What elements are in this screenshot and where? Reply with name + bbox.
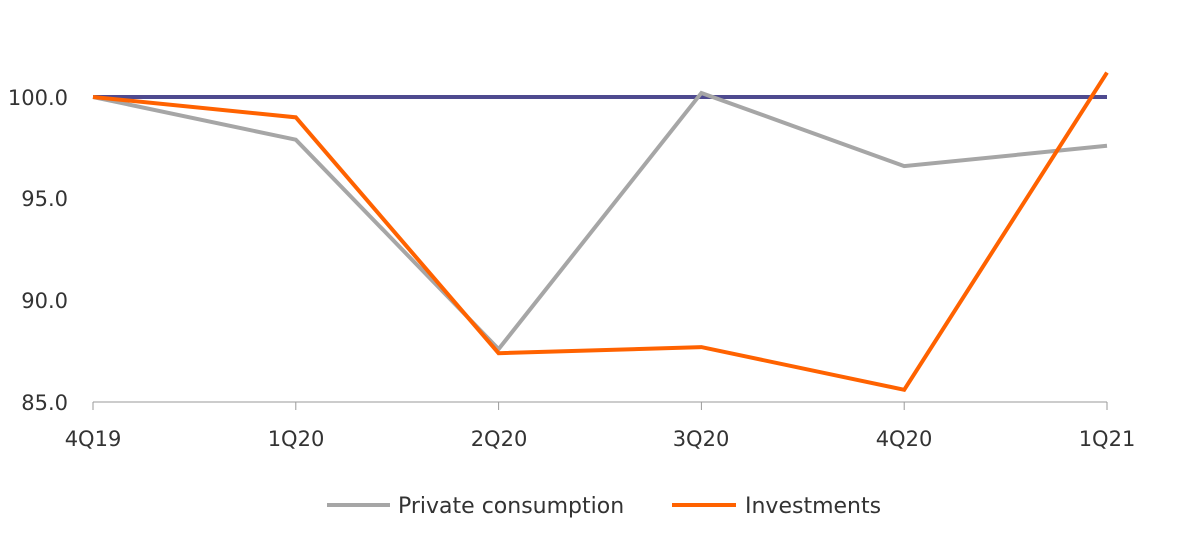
- legend-label-investments: Investments: [745, 494, 881, 519]
- x-tick-label: 1Q21: [1079, 427, 1136, 451]
- y-axis-labels: 85.0 90.0 95.0 100.0: [8, 86, 68, 415]
- series-line-investments: [92, 71, 1109, 393]
- x-axis-ticks: [92, 402, 1108, 410]
- x-tick-label: 3Q20: [673, 427, 730, 451]
- x-axis-labels: 4Q19 1Q20 2Q20 3Q20 4Q20 1Q21: [65, 427, 1136, 451]
- y-tick-label: 95.0: [21, 187, 68, 211]
- x-tick-label: 4Q20: [876, 427, 933, 451]
- x-tick-label: 1Q20: [268, 427, 325, 451]
- y-tick-label: 85.0: [21, 391, 68, 415]
- legend-label-private-consumption: Private consumption: [398, 494, 624, 519]
- legend: Private consumption Investments: [327, 494, 881, 519]
- x-tick-label: 4Q19: [65, 427, 122, 451]
- y-tick-label: 90.0: [21, 289, 68, 313]
- y-tick-label: 100.0: [8, 86, 68, 110]
- x-tick-label: 2Q20: [471, 427, 528, 451]
- series-line-private-consumption: [92, 90, 1108, 353]
